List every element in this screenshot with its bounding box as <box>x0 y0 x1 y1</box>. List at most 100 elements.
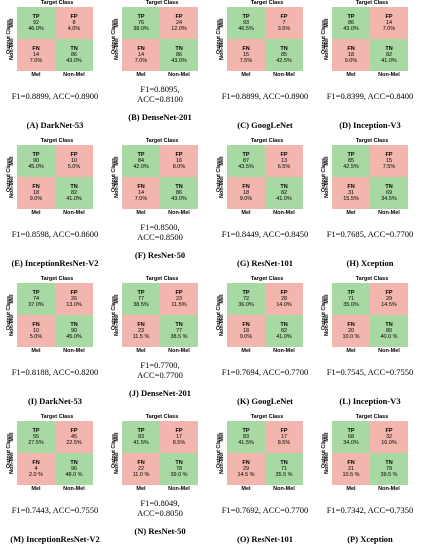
row-label-mel: Mel <box>324 156 330 166</box>
row-label-mel: Mel <box>219 156 225 166</box>
fp-label: FP <box>70 151 78 158</box>
fn-percent: 5.0% <box>29 334 43 341</box>
row-label-non-mel: Non-Mel <box>9 38 15 60</box>
tn-count: 80 <box>385 327 393 334</box>
confusion-panel: Target Class Output Class Mel Non-Mel TP 83 41… <box>213 414 317 548</box>
fn-label: FN <box>137 183 145 190</box>
fp-count: 13 <box>280 157 288 164</box>
matrix-grid: TP 85 42.5% FP 15 7.5% FN 31 15.5% TN 69 34.5% <box>332 145 408 209</box>
fp-count: 14 <box>385 19 393 26</box>
fp-percent: 14.0% <box>276 302 292 309</box>
panel-caption: (O) ResNet-101 <box>237 534 293 544</box>
tp-percent: 41.5% <box>238 440 254 447</box>
col-label-non-mel: Non-Mel <box>378 210 400 216</box>
confusion-matrix: Target Class Output Class Mel Non-Mel TP 90 45… <box>3 138 107 222</box>
col-label-non-mel: Non-Mel <box>63 486 85 492</box>
tp-count: 77 <box>137 295 145 302</box>
fp-cell: FP 7 3.5% <box>265 7 303 39</box>
fp-cell: FP 14 7.0% <box>370 7 408 39</box>
tp-cell: TP 93 46.5% <box>227 7 265 39</box>
fp-cell: FP 28 14.0% <box>265 283 303 315</box>
tp-label: TP <box>137 13 145 20</box>
fn-label: FN <box>347 183 355 190</box>
fn-percent: 9.0% <box>239 334 253 341</box>
col-label-mel: Mel <box>31 348 41 354</box>
matrix-grid: TP 86 43.0% FP 14 7.0% FN 18 9.0% TN 82 41.0% <box>332 7 408 71</box>
tp-percent: 42.0% <box>133 164 149 171</box>
fn-label: FN <box>347 45 355 52</box>
col-label-non-mel: Non-Mel <box>273 210 295 216</box>
fp-percent: 11.5% <box>171 302 187 309</box>
confusion-panel: Target Class Output Class Mel Non-Mel TP 55 27… <box>3 414 107 548</box>
panel-caption: (E) InceptionResNet-V2 <box>11 258 99 268</box>
fp-label: FP <box>280 13 288 20</box>
tp-label: TP <box>32 151 40 158</box>
fn-cell: FN 31 15.5% <box>332 177 370 209</box>
fp-count: 23 <box>175 295 183 302</box>
fn-percent: 7.0% <box>134 196 148 203</box>
confusion-matrix: Target Class Output Class Mel Non-Mel TP 83 41… <box>108 414 212 498</box>
fp-percent: 22.5% <box>66 440 82 447</box>
fn-cell: FN 18 9.0% <box>227 315 265 347</box>
tn-cell: TN 79 39.5 % <box>370 453 408 485</box>
fp-count: 32 <box>385 433 393 440</box>
tn-percent: 45.0% <box>66 334 82 341</box>
matrix-grid: TP 74 37.0% FP 26 13.0% FN 10 5.0% TN 90 45.0% <box>17 283 93 347</box>
fp-count: 45 <box>70 433 78 440</box>
fn-count: 4 <box>34 465 38 472</box>
tp-count: 68 <box>347 433 355 440</box>
tp-label: TP <box>137 151 145 158</box>
fn-cell: FN 18 9.0% <box>227 177 265 209</box>
tn-count: 82 <box>280 327 288 334</box>
tp-percent: 27.5% <box>28 440 44 447</box>
fn-percent: 14.5 % <box>237 472 255 479</box>
tn-label: TN <box>70 45 78 52</box>
tp-cell: TP 55 27.5% <box>17 421 55 453</box>
tp-percent: 42.5% <box>343 164 359 171</box>
tp-label: TP <box>137 289 145 296</box>
matrix-grid: TP 68 34.0% FP 32 16.0% FN 21 10.5 % TN 79 39.5 % <box>332 421 408 485</box>
tp-cell: TP 74 37.0% <box>17 283 55 315</box>
row-label-mel: Mel <box>9 432 15 442</box>
fp-label: FP <box>175 151 183 158</box>
tp-label: TP <box>32 427 40 434</box>
matrix-grid: TP 93 46.5% FP 7 3.5% FN 15 7.5% TN 85 42.5% <box>227 7 303 71</box>
tp-count: 84 <box>137 157 145 164</box>
metrics-text: F1=0.7685, ACC=0.7700 <box>318 229 422 239</box>
col-label-mel: Mel <box>136 72 146 78</box>
fp-label: FP <box>385 151 393 158</box>
row-label-mel: Mel <box>114 432 120 442</box>
confusion-panel: Target Class Output Class Mel Non-Mel TP 84 42… <box>108 138 212 272</box>
col-label-mel: Mel <box>31 210 41 216</box>
metrics-line-1: F1=0.8899, ACC=0.8900 <box>221 91 309 101</box>
row-label-non-mel: Non-Mel <box>114 452 120 474</box>
row-label-non-mel: Non-Mel <box>219 38 225 60</box>
tp-percent: 35.0% <box>343 302 359 309</box>
tp-label: TP <box>242 13 250 20</box>
fp-percent: 6.5% <box>277 164 291 171</box>
fp-cell: FP 8 4.0% <box>55 7 93 39</box>
fn-cell: FN 22 11.0 % <box>122 453 160 485</box>
fp-percent: 3.5% <box>277 26 291 33</box>
tp-cell: TP 92 46.0% <box>17 7 55 39</box>
fp-label: FP <box>385 427 393 434</box>
confusion-panel: Target Class Output Class Mel Non-Mel TP 76 38… <box>108 0 212 134</box>
fn-count: 18 <box>242 327 250 334</box>
tp-count: 83 <box>137 433 145 440</box>
tp-count: 93 <box>242 19 250 26</box>
target-class-label: Target Class <box>145 276 179 282</box>
tp-count: 83 <box>242 433 250 440</box>
metrics-text: F1=0.8188, ACC=0.8200 <box>3 367 107 377</box>
panel-caption: (F) ResNet-50 <box>134 250 186 260</box>
tn-label: TN <box>70 183 78 190</box>
tp-count: 72 <box>242 295 250 302</box>
tp-cell: TP 90 45.0% <box>17 145 55 177</box>
fn-percent: 7.5% <box>239 58 253 65</box>
fn-count: 23 <box>137 327 145 334</box>
row-label-non-mel: Non-Mel <box>324 38 330 60</box>
tp-label: TP <box>242 151 250 158</box>
metrics-text: F1=0.8899, ACC=0.8900 <box>3 91 107 101</box>
fp-count: 8 <box>72 19 76 26</box>
fn-count: 10 <box>32 327 40 334</box>
col-label-mel: Mel <box>346 348 356 354</box>
